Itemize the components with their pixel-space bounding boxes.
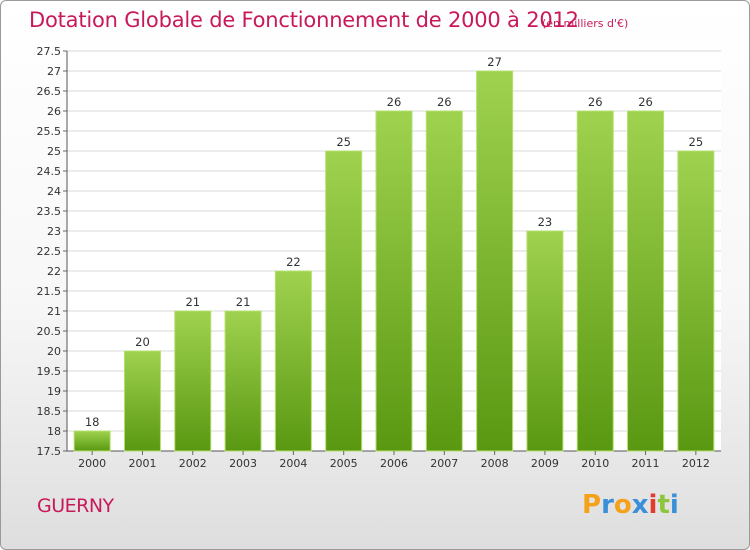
x-tick-label: 2008 [481,457,509,470]
bar [476,70,514,452]
y-tick-label: 24 [47,185,61,198]
y-tick-label: 21 [47,305,61,318]
y-tick-label: 22 [47,265,61,278]
logo-letter: i [648,490,658,520]
bar [425,110,463,452]
y-tick-label: 21.5 [37,285,62,298]
bar [526,230,564,452]
y-tick-label: 23 [47,225,61,238]
bar [73,430,111,452]
bar-value-label: 25 [689,135,704,149]
x-tick-label: 2011 [632,457,660,470]
chart-title: Dotation Globale de Fonctionnement de 20… [29,8,579,32]
bar-value-label: 26 [588,95,603,109]
x-tick-label: 2004 [279,457,307,470]
bar-value-label: 26 [437,95,452,109]
x-tick-label: 2001 [128,457,156,470]
bar-value-label: 21 [185,295,200,309]
bar-value-label: 20 [135,335,150,349]
x-tick-label: 2012 [682,457,710,470]
x-tick-label: 2006 [380,457,408,470]
y-tick-label: 26 [47,105,61,118]
bar [576,110,614,452]
bar-value-label: 27 [487,55,502,69]
y-tick-label: 23.5 [37,205,62,218]
bar [677,150,715,452]
bar [123,350,161,452]
y-tick-label: 17.5 [37,445,62,458]
y-tick-label: 20.5 [37,325,62,338]
chart-unit: (en milliers d'€) [542,17,629,30]
x-tick-label: 2002 [179,457,207,470]
y-tick-label: 25.5 [37,125,62,138]
bar-value-label: 25 [336,135,351,149]
commune-name: GUERNY [37,495,114,517]
x-tick-label: 2009 [531,457,559,470]
bar-value-label: 26 [638,95,653,109]
y-tick-label: 26.5 [37,85,62,98]
y-tick-label: 27.5 [37,45,62,58]
bar [224,310,262,452]
y-tick-label: 18.5 [37,405,62,418]
bar-value-label: 26 [387,95,402,109]
y-tick-label: 18 [47,425,61,438]
y-tick-label: 20 [47,345,61,358]
proxiti-logo[interactable]: Proxiti [582,490,679,520]
logo-letter: t [657,490,670,520]
bar-value-label: 18 [85,415,100,429]
bar-value-label: 21 [236,295,251,309]
y-tick-label: 25 [47,145,61,158]
x-tick-label: 2003 [229,457,257,470]
bar [174,310,212,452]
y-tick-label: 24.5 [37,165,62,178]
logo-letter: o [613,490,632,520]
bar [627,110,665,452]
bar [375,110,413,452]
bar-value-label: 23 [538,215,553,229]
x-tick-label: 2005 [330,457,358,470]
y-tick-label: 19 [47,385,61,398]
bar [325,150,363,452]
y-tick-label: 27 [47,65,61,78]
y-tick-label: 19.5 [37,365,62,378]
logo-letter: i [669,490,679,520]
bar-value-label: 22 [286,255,301,269]
y-tick-label: 22.5 [37,245,62,258]
bar [274,270,312,452]
x-tick-label: 2000 [78,457,106,470]
logo-letter: r [601,490,614,520]
logo-letter: P [582,490,602,520]
logo-letter: x [631,490,649,520]
x-tick-label: 2007 [430,457,458,470]
x-tick-label: 2010 [581,457,609,470]
